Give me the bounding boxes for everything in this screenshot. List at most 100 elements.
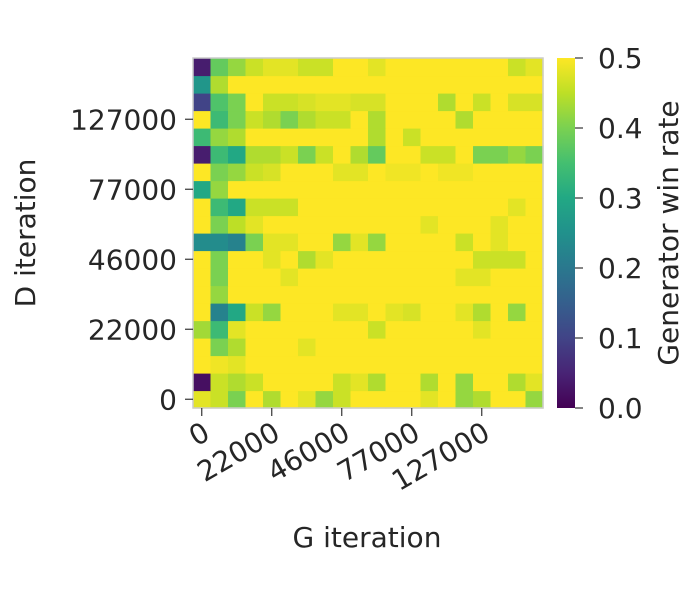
heatmap-cell xyxy=(403,110,422,129)
heatmap-cell xyxy=(193,303,212,322)
heatmap-cell xyxy=(228,180,247,199)
heatmap-cell xyxy=(455,285,474,304)
heatmap-cell xyxy=(438,75,457,94)
heatmap-cell xyxy=(420,145,439,164)
heatmap-cell xyxy=(368,110,387,129)
heatmap-cell xyxy=(508,268,527,287)
heatmap-cell xyxy=(490,93,509,112)
y-tick-label: 22000 xyxy=(88,313,177,346)
heatmap-cell xyxy=(333,320,352,339)
heatmap-cell xyxy=(210,93,229,112)
heatmap-cell xyxy=(228,233,247,252)
heatmap-cell xyxy=(508,373,527,392)
heatmap-cell xyxy=(210,198,229,217)
heatmap-cell xyxy=(350,338,369,357)
heatmap-cell xyxy=(350,145,369,164)
colorbar-tick-label: 0.0 xyxy=(598,392,643,425)
heatmap-cell xyxy=(403,58,422,77)
heatmap-cell xyxy=(210,75,229,94)
heatmap-cell xyxy=(333,373,352,392)
colorbar-tick-label: 0.5 xyxy=(598,42,643,75)
heatmap-cell xyxy=(333,58,352,77)
heatmap-cell xyxy=(455,75,474,94)
heatmap-cell xyxy=(298,285,317,304)
heatmap-cell xyxy=(350,268,369,287)
heatmap-cell xyxy=(263,110,282,129)
heatmap-cell xyxy=(420,180,439,199)
heatmap-cell xyxy=(245,268,264,287)
heatmap-cell xyxy=(280,198,299,217)
heatmap-cell xyxy=(385,285,404,304)
heatmap-cell xyxy=(403,93,422,112)
heatmap-cell xyxy=(490,233,509,252)
heatmap-cell xyxy=(385,180,404,199)
y-tick-label: 127000 xyxy=(70,103,177,136)
heatmap-cell xyxy=(280,373,299,392)
heatmap-cell xyxy=(245,58,264,77)
heatmap-cell xyxy=(263,373,282,392)
heatmap-cell xyxy=(315,320,334,339)
heatmap-cell xyxy=(245,320,264,339)
heatmap-cell xyxy=(490,180,509,199)
heatmap-cell xyxy=(210,145,229,164)
heatmap-cell xyxy=(385,58,404,77)
heatmap-cell xyxy=(245,285,264,304)
heatmap-cell xyxy=(455,215,474,234)
heatmap-cell xyxy=(350,233,369,252)
heatmap-cell xyxy=(350,390,369,409)
heatmap-cell xyxy=(473,250,492,269)
heatmap-cell xyxy=(385,163,404,182)
colorbar-tick-label: 0.3 xyxy=(598,182,643,215)
heatmap-cell xyxy=(525,198,544,217)
heatmap-cell xyxy=(228,390,247,409)
plot-frame xyxy=(192,57,544,409)
heatmap-cell xyxy=(525,215,544,234)
heatmap-cell xyxy=(473,303,492,322)
heatmap-cell xyxy=(280,110,299,129)
heatmap-cell xyxy=(228,110,247,129)
heatmap-cell xyxy=(508,145,527,164)
heatmap-cell xyxy=(245,75,264,94)
heatmap-cell xyxy=(420,110,439,129)
heatmap-cell xyxy=(333,75,352,94)
heatmap-cell xyxy=(473,93,492,112)
heatmap-cell xyxy=(368,303,387,322)
heatmap-cell xyxy=(350,320,369,339)
heatmap-cell xyxy=(385,145,404,164)
heatmap-cell xyxy=(210,233,229,252)
heatmap-cell xyxy=(333,145,352,164)
heatmap-cell xyxy=(298,145,317,164)
heatmap-cell xyxy=(298,198,317,217)
heatmap-cell xyxy=(473,338,492,357)
heatmap-cell xyxy=(420,163,439,182)
heatmap-cell xyxy=(525,303,544,322)
heatmap-cell xyxy=(403,145,422,164)
heatmap-cell xyxy=(490,390,509,409)
heatmap-cell xyxy=(263,285,282,304)
heatmap-cell xyxy=(350,163,369,182)
heatmap-cell xyxy=(385,215,404,234)
heatmap-cell xyxy=(403,338,422,357)
heatmap-cell xyxy=(385,320,404,339)
heatmap-cell xyxy=(473,198,492,217)
heatmap-cell xyxy=(210,285,229,304)
heatmap-cell xyxy=(280,145,299,164)
heatmap-cell xyxy=(298,128,317,147)
heatmap-cell xyxy=(455,93,474,112)
heatmap-cell xyxy=(438,145,457,164)
heatmap-cell xyxy=(245,180,264,199)
heatmap-cell xyxy=(403,373,422,392)
heatmap-cell xyxy=(193,285,212,304)
y-tick-label: 46000 xyxy=(88,243,177,276)
heatmap-cell xyxy=(263,128,282,147)
heatmap-cell xyxy=(455,58,474,77)
heatmap-cell xyxy=(280,320,299,339)
heatmap-cell xyxy=(508,390,527,409)
heatmap-cell xyxy=(490,215,509,234)
heatmap-cell xyxy=(333,338,352,357)
heatmap-cell xyxy=(193,180,212,199)
heatmap-cell xyxy=(228,128,247,147)
heatmap-cell xyxy=(298,93,317,112)
heatmap-cell xyxy=(210,128,229,147)
